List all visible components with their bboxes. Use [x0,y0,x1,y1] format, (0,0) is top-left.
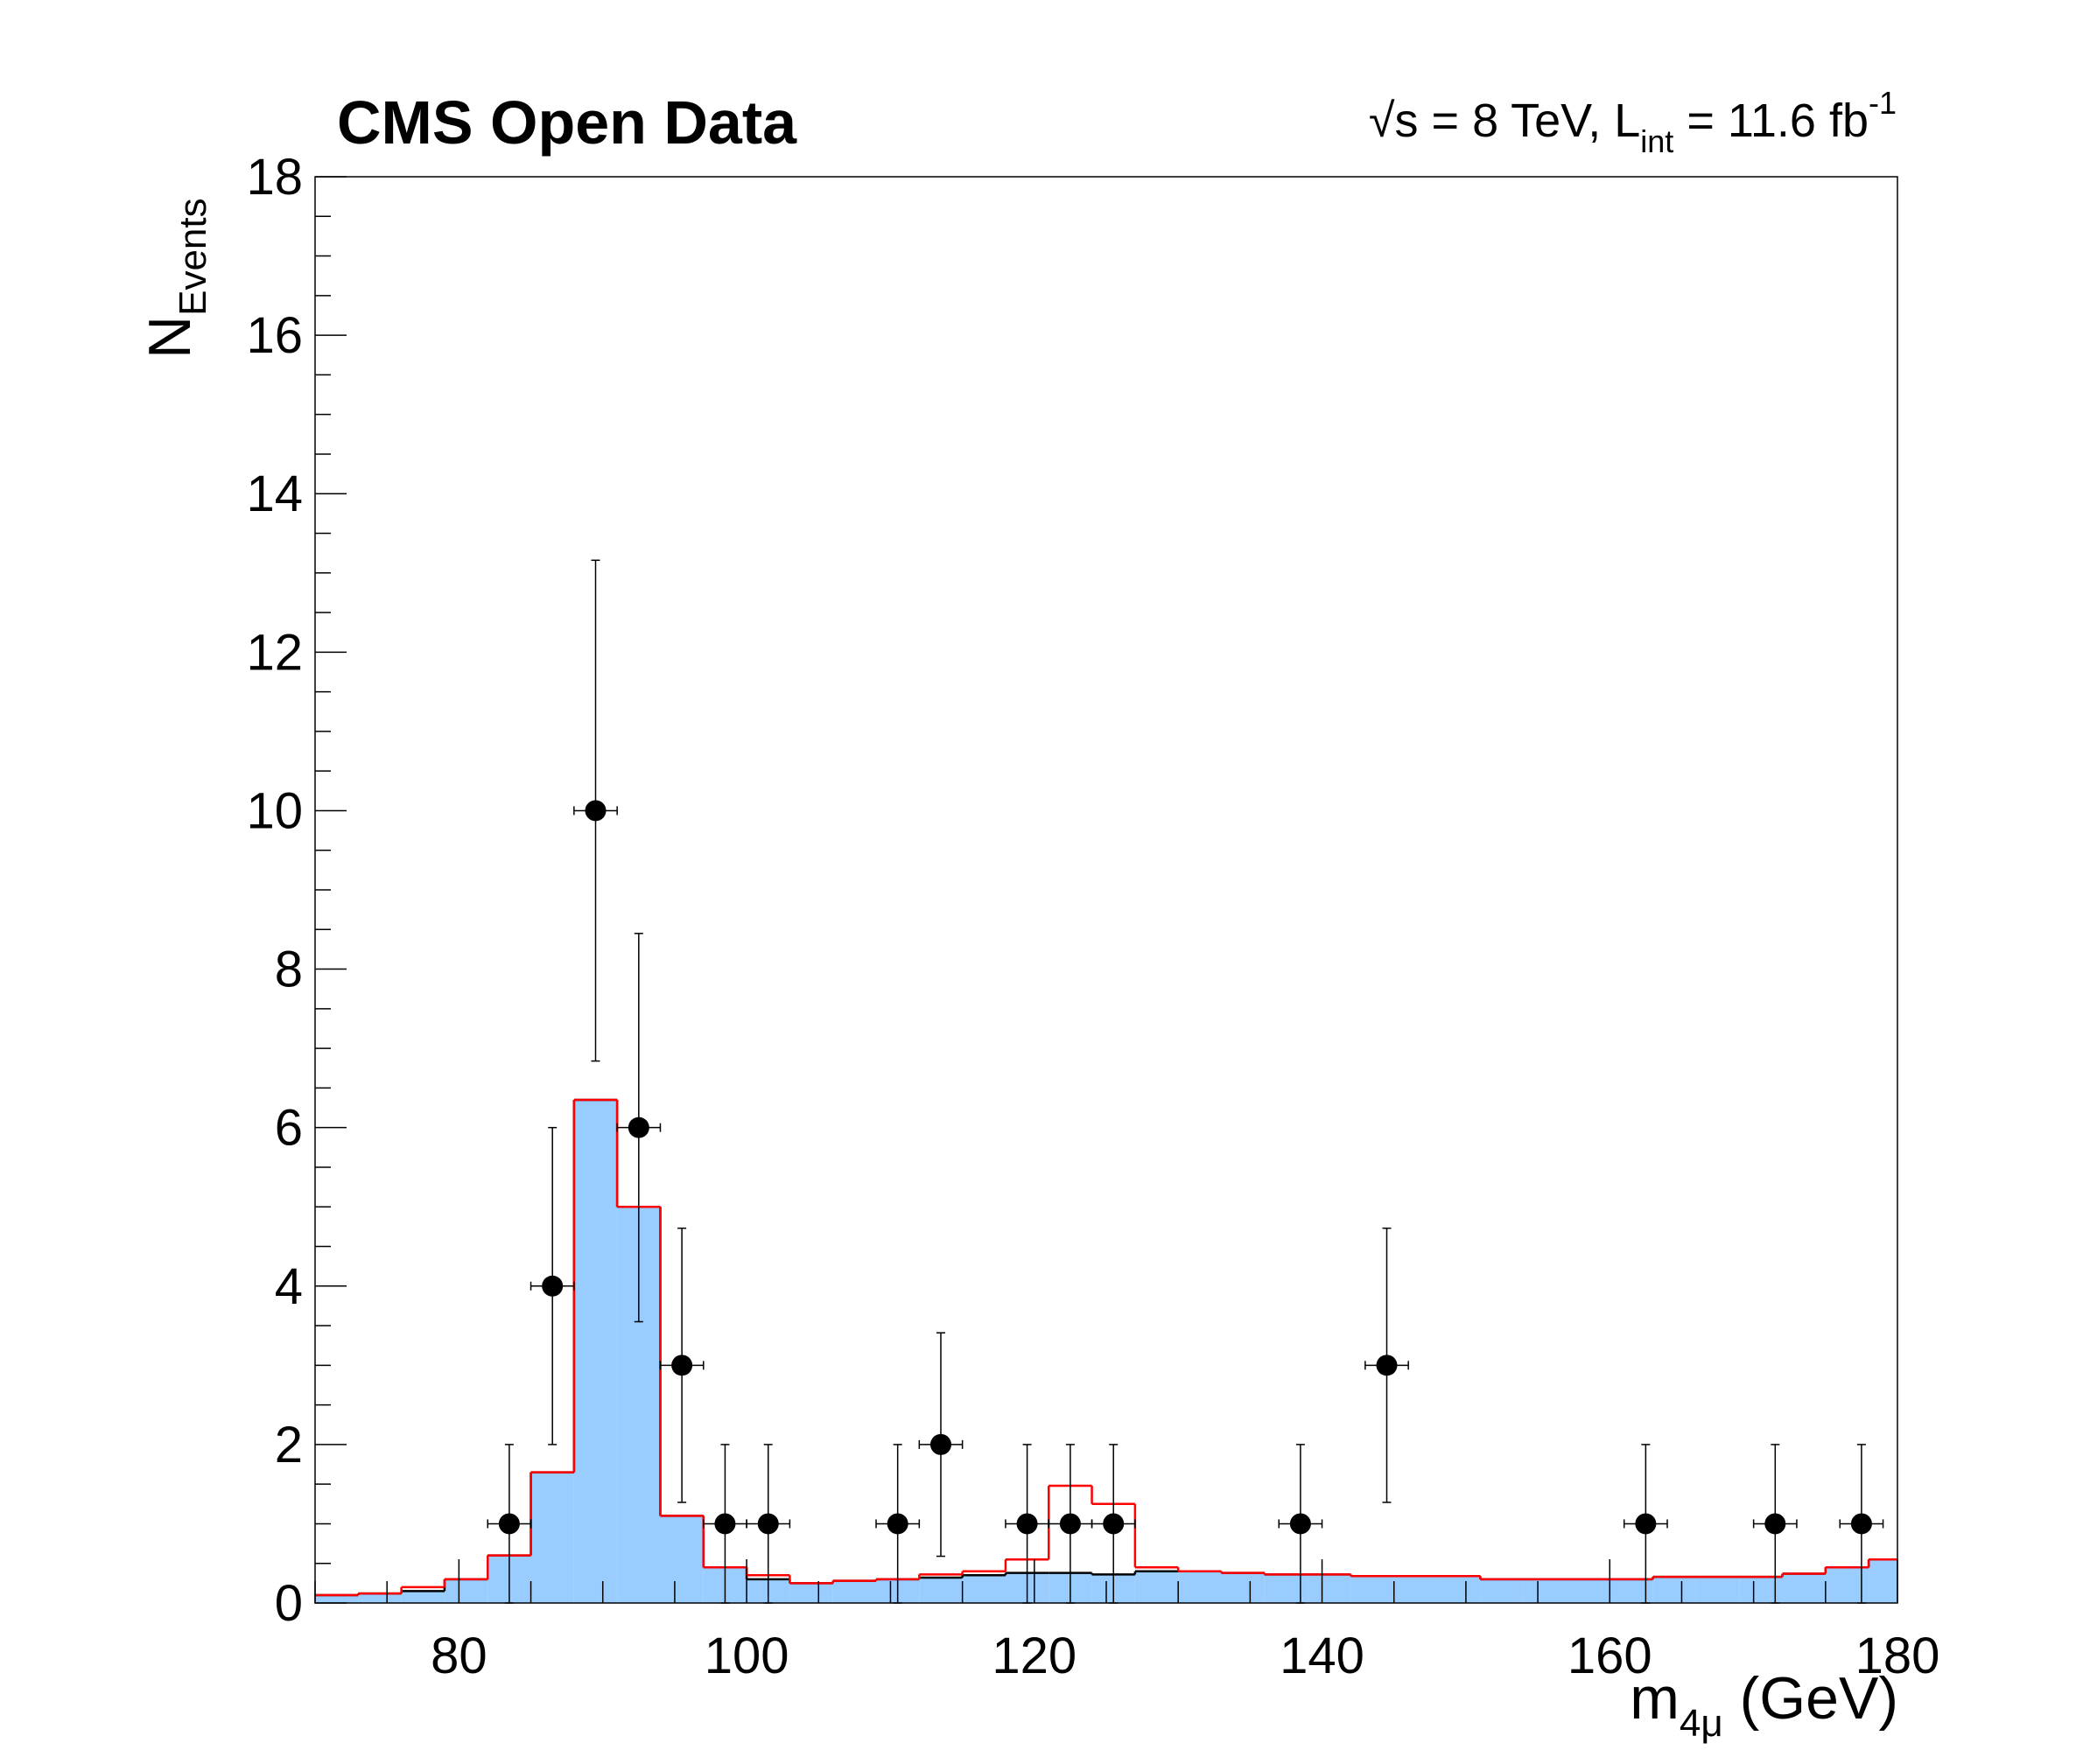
lumi-subscript: int [1640,123,1674,159]
background-bar [1308,1574,1351,1603]
y-tick-label: 10 [246,782,303,839]
y-tick-label: 16 [246,307,303,364]
data-point [1764,1513,1786,1535]
y-axis-label-main: N [137,315,203,359]
background-bar [1566,1578,1610,1603]
background-bar [789,1583,833,1603]
y-tick-label: 4 [275,1258,303,1315]
x-tick-label: 160 [1568,1628,1652,1684]
x-axis-label-main: m [1630,1665,1680,1732]
background-bar [1393,1576,1438,1603]
data-point [1850,1513,1872,1535]
y-axis-label-sub: Events [172,198,214,316]
data-point [1376,1354,1398,1376]
background-bar [1825,1567,1869,1603]
background-bar [832,1580,877,1603]
background-bar [1264,1574,1308,1603]
background-bar [315,1594,359,1603]
x-axis-label-sub: 4μ [1679,1702,1723,1745]
y-tick-label: 0 [275,1575,303,1632]
background-bar [1610,1578,1653,1603]
background-bar [1221,1572,1265,1603]
background-bar [530,1472,574,1603]
lumi-superscript: -1 [1868,85,1897,121]
data-point [671,1354,693,1376]
data-point [542,1275,564,1297]
x-tick-label: 80 [431,1628,487,1684]
background-bar [444,1578,488,1603]
data-point [498,1513,520,1535]
x-tick-label: 180 [1855,1628,1940,1684]
data-point [1103,1513,1125,1535]
experiment-label: CMS Open Data [337,88,797,157]
background-bar [1480,1578,1524,1603]
energy-text: s = 8 TeV, L [1394,94,1641,147]
y-tick-label: 18 [246,149,303,206]
y-tick-label: 8 [275,942,303,998]
background-bar [1350,1576,1394,1603]
background-bar [1652,1577,1696,1603]
y-tick-label: 12 [246,624,303,681]
background-bar [1869,1559,1897,1603]
data-point [585,800,607,822]
y-tick-label: 14 [246,466,303,522]
background-bar [919,1578,963,1603]
x-tick-label: 100 [705,1628,789,1684]
data-point [757,1513,779,1535]
x-axis-label: m4μ (GeV) [1630,1664,1898,1745]
y-tick-label: 6 [275,1100,303,1157]
background-bar [660,1516,704,1603]
data-point [628,1116,649,1138]
data-point [1059,1513,1081,1535]
data-point [714,1513,736,1535]
tick-labels: 0 2 4 6 8 10 12 14 16 18 80 100 120 140 160 180 [246,149,1939,1684]
background-bar [1134,1571,1179,1603]
data-point [887,1513,908,1535]
x-tick-label: 140 [1280,1628,1364,1684]
lumi-value: = 11.6 fb [1673,94,1869,147]
y-axis-label: NEvents [136,198,214,359]
background-bar [1782,1573,1826,1603]
data-points [487,559,1884,1604]
data-point [1016,1513,1038,1535]
axes [314,176,1898,1604]
background-bar [1739,1577,1783,1603]
background-bar [401,1591,445,1603]
background-bar [1523,1578,1567,1603]
background-bar [358,1593,402,1603]
data-point [1635,1513,1657,1535]
energy-lumi-label: √s = 8 TeV, Lint = 11.6 fb-1 [1368,85,1897,159]
background-bar [1695,1577,1740,1603]
x-axis-label-unit: (GeV) [1722,1665,1898,1732]
y-tick-label: 2 [275,1417,303,1474]
background-bar [1437,1576,1481,1603]
x-tick-label: 120 [992,1628,1077,1684]
data-point [1289,1513,1311,1535]
background-bar [962,1575,1006,1603]
background-bar [573,1099,618,1603]
background-bar [1178,1571,1222,1603]
sqrt-icon: √ [1368,94,1395,147]
data-point [929,1433,951,1455]
